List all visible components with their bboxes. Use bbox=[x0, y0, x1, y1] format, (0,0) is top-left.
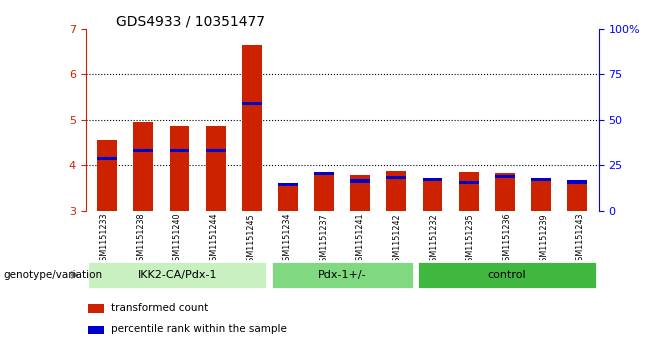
Bar bbox=[134, 148, 153, 152]
Bar bbox=[206, 148, 226, 152]
Bar bbox=[350, 175, 370, 211]
FancyBboxPatch shape bbox=[88, 261, 267, 289]
Bar bbox=[314, 172, 334, 175]
Bar bbox=[278, 185, 298, 211]
Bar bbox=[170, 126, 190, 211]
Text: GSM1151244: GSM1151244 bbox=[209, 213, 218, 266]
Bar bbox=[422, 181, 442, 211]
Text: GSM1151242: GSM1151242 bbox=[393, 213, 401, 266]
Bar bbox=[531, 178, 551, 211]
Text: GSM1151243: GSM1151243 bbox=[576, 213, 585, 266]
FancyBboxPatch shape bbox=[417, 261, 597, 289]
Bar bbox=[242, 45, 262, 211]
Bar bbox=[567, 183, 587, 211]
Text: GSM1151235: GSM1151235 bbox=[466, 213, 475, 266]
Text: GDS4933 / 10351477: GDS4933 / 10351477 bbox=[116, 15, 265, 29]
Bar bbox=[170, 148, 190, 152]
Bar bbox=[350, 179, 370, 183]
Text: genotype/variation: genotype/variation bbox=[3, 270, 103, 280]
Bar bbox=[459, 172, 478, 211]
Bar bbox=[459, 181, 478, 184]
Text: GSM1151233: GSM1151233 bbox=[99, 213, 109, 266]
Bar bbox=[495, 174, 515, 211]
Text: GSM1151237: GSM1151237 bbox=[319, 213, 328, 266]
Text: Pdx-1+/-: Pdx-1+/- bbox=[318, 270, 367, 280]
Bar bbox=[567, 180, 587, 184]
Bar bbox=[278, 183, 298, 186]
Text: GSM1151236: GSM1151236 bbox=[503, 213, 512, 266]
Bar bbox=[531, 178, 551, 181]
Bar bbox=[88, 305, 103, 313]
Bar bbox=[386, 176, 407, 179]
Bar bbox=[97, 140, 117, 211]
Bar bbox=[314, 175, 334, 211]
Text: GSM1151232: GSM1151232 bbox=[429, 213, 438, 266]
Text: GSM1151234: GSM1151234 bbox=[283, 213, 291, 266]
Bar bbox=[495, 175, 515, 178]
Text: GSM1151240: GSM1151240 bbox=[172, 213, 182, 266]
Text: GSM1151239: GSM1151239 bbox=[540, 213, 548, 266]
FancyBboxPatch shape bbox=[270, 261, 414, 289]
Bar bbox=[386, 171, 407, 211]
Text: GSM1151245: GSM1151245 bbox=[246, 213, 255, 266]
Text: GSM1151241: GSM1151241 bbox=[356, 213, 365, 266]
Text: GSM1151238: GSM1151238 bbox=[136, 213, 145, 266]
Text: IKK2-CA/Pdx-1: IKK2-CA/Pdx-1 bbox=[138, 270, 217, 280]
Bar bbox=[134, 122, 153, 211]
Bar bbox=[422, 178, 442, 181]
Bar bbox=[242, 102, 262, 106]
Bar bbox=[97, 157, 117, 160]
Bar bbox=[206, 126, 226, 211]
Text: percentile rank within the sample: percentile rank within the sample bbox=[111, 325, 287, 334]
Text: control: control bbox=[488, 270, 526, 280]
Text: transformed count: transformed count bbox=[111, 303, 209, 313]
Bar bbox=[88, 326, 103, 334]
